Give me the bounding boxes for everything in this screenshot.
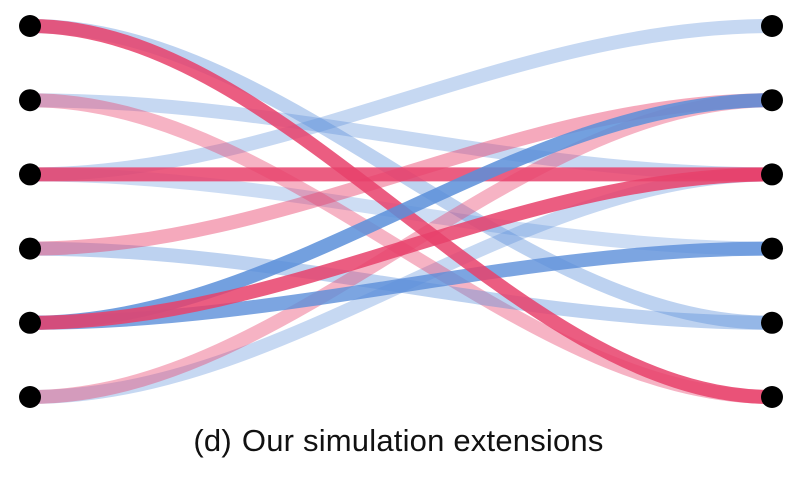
left-node-4 bbox=[19, 311, 41, 334]
figure-caption: (d) Our simulation extensions bbox=[0, 423, 797, 459]
left-node-3 bbox=[19, 237, 41, 260]
connection-layer bbox=[29, 19, 773, 404]
bipartite-diagram bbox=[19, 15, 783, 408]
left-node-5 bbox=[19, 386, 41, 408]
left-node-0 bbox=[19, 15, 41, 37]
right-node-4 bbox=[761, 311, 783, 334]
right-node-2 bbox=[761, 163, 783, 186]
connection-l2-r0 bbox=[29, 19, 773, 182]
right-node-1 bbox=[761, 89, 783, 112]
left-node-2 bbox=[19, 163, 41, 186]
caption-label: (d) bbox=[193, 423, 232, 458]
right-node-3 bbox=[761, 237, 783, 260]
left-node-1 bbox=[19, 89, 41, 112]
right-node-0 bbox=[761, 15, 783, 37]
connection-l4-r2 bbox=[29, 167, 773, 330]
right-node-5 bbox=[761, 386, 783, 408]
node-layer bbox=[19, 15, 783, 408]
caption-text: Our simulation extensions bbox=[241, 423, 604, 458]
